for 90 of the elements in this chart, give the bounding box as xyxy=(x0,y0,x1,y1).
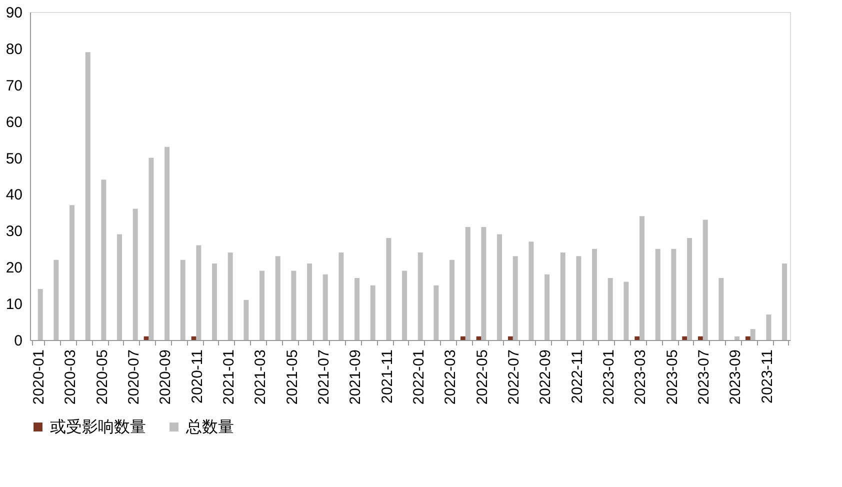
bar xyxy=(634,336,640,340)
x-tick-label: 2020-05 xyxy=(94,350,111,405)
bar xyxy=(624,282,629,340)
bar xyxy=(132,208,138,340)
bar xyxy=(434,285,439,340)
x-tick-label: 2021-07 xyxy=(315,350,332,405)
y-tick-label: 30 xyxy=(6,223,22,240)
bar xyxy=(180,260,186,340)
bar xyxy=(70,205,75,340)
x-tick-label: 2020-07 xyxy=(125,350,142,405)
y-tick-label: 40 xyxy=(6,186,22,204)
y-tick-label: 10 xyxy=(6,296,22,314)
bar xyxy=(782,263,788,340)
y-tick-label: 90 xyxy=(6,4,22,22)
x-tick-label: 2020-03 xyxy=(62,350,80,405)
x-tick-label: 2021-09 xyxy=(347,350,364,405)
bar xyxy=(608,278,613,340)
bar xyxy=(560,252,566,340)
bar xyxy=(576,256,582,340)
bar xyxy=(307,263,312,340)
y-tick-label: 60 xyxy=(6,114,22,131)
bar xyxy=(244,300,249,340)
x-tick-label: 2023-01 xyxy=(600,350,618,405)
bar xyxy=(354,278,360,340)
x-tick-label: 2020-01 xyxy=(30,350,48,405)
x-tick-label: 2023-07 xyxy=(695,350,712,405)
bar xyxy=(164,146,170,340)
x-tick-label: 2021-01 xyxy=(220,350,238,405)
legend-label: 或受影响数量 xyxy=(50,418,146,436)
bar xyxy=(745,336,750,340)
bar xyxy=(682,336,688,340)
bar xyxy=(196,245,202,340)
bar xyxy=(481,227,486,340)
x-tick-label: 2022-05 xyxy=(474,350,491,405)
bar xyxy=(85,52,90,340)
y-tick-label: 20 xyxy=(6,260,22,277)
y-tick-label: 50 xyxy=(6,150,22,168)
bar xyxy=(38,288,43,340)
bar xyxy=(512,256,518,340)
x-tick-label: 2020-09 xyxy=(157,350,174,405)
bar xyxy=(275,256,280,340)
bar xyxy=(592,248,598,340)
bar xyxy=(54,260,59,340)
bar xyxy=(322,274,328,340)
bar xyxy=(671,248,676,340)
x-tick-label: 2020-11 xyxy=(188,350,206,404)
y-tick-label: 80 xyxy=(6,40,22,58)
x-tick-label: 2022-01 xyxy=(410,350,428,405)
bar xyxy=(228,252,233,340)
bar xyxy=(212,263,218,340)
bar xyxy=(640,216,645,340)
bar xyxy=(418,252,423,340)
bar xyxy=(148,158,154,340)
bar xyxy=(117,234,122,340)
bar xyxy=(386,238,392,340)
x-tick-label: 2021-03 xyxy=(252,350,270,405)
bar xyxy=(370,285,376,340)
bar xyxy=(718,278,724,340)
bar xyxy=(101,180,106,340)
bar xyxy=(497,234,502,340)
x-tick-label: 2021-05 xyxy=(284,350,301,405)
x-tick-label: 2023-05 xyxy=(664,350,681,405)
y-tick-label: 0 xyxy=(14,332,22,350)
x-tick-label: 2023-11 xyxy=(758,350,776,404)
bar xyxy=(402,270,408,340)
bar xyxy=(528,242,534,340)
bar xyxy=(687,238,692,340)
bar xyxy=(766,314,772,340)
x-tick-label: 2023-03 xyxy=(632,350,650,405)
bar xyxy=(338,252,344,340)
bar xyxy=(734,336,740,340)
bar xyxy=(702,220,708,340)
bar xyxy=(544,274,550,340)
bar xyxy=(655,248,660,340)
x-tick-label: 2023-09 xyxy=(727,350,744,405)
legend-label: 总数量 xyxy=(185,418,234,436)
x-tick-label: 2022-03 xyxy=(442,350,460,405)
x-tick-label: 2021-11 xyxy=(378,350,396,404)
bar xyxy=(750,329,756,340)
x-tick-label: 2022-11 xyxy=(568,350,586,404)
bar xyxy=(291,270,296,340)
bar xyxy=(260,270,265,340)
bar xyxy=(460,336,466,340)
bar xyxy=(450,260,455,340)
bar xyxy=(698,336,703,340)
x-tick-label: 2022-07 xyxy=(505,350,522,405)
bar xyxy=(465,227,470,340)
bar xyxy=(508,336,513,340)
y-tick-label: 70 xyxy=(6,77,22,94)
x-tick-label: 2022-09 xyxy=(537,350,554,405)
